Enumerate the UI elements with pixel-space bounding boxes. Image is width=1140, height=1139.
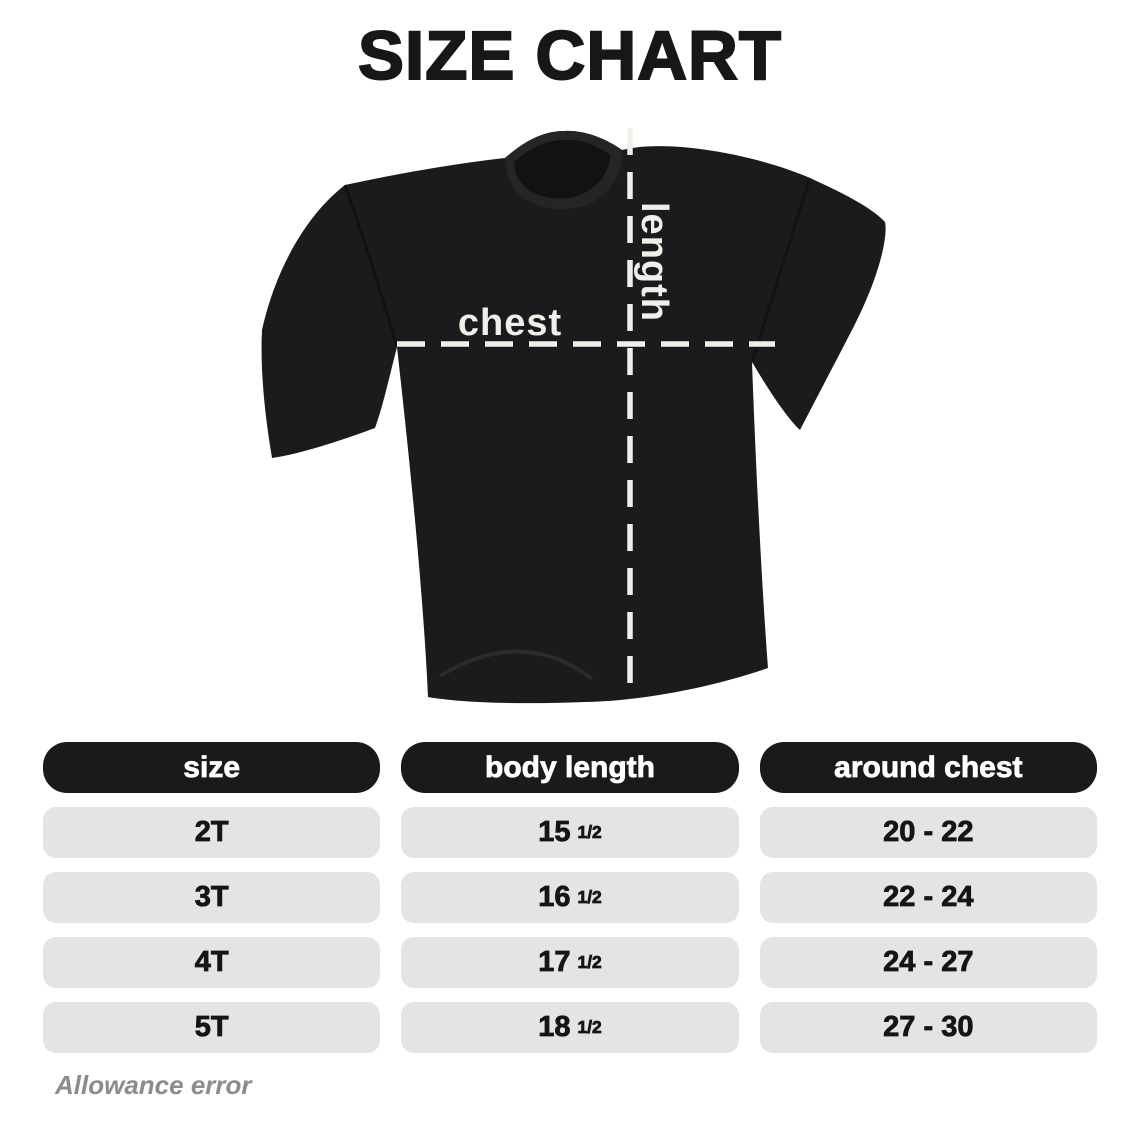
- body-length-fraction: 1/2: [577, 952, 602, 973]
- body-length-fraction: 1/2: [577, 887, 602, 908]
- size-cell: 4T: [43, 937, 381, 988]
- around-chest-cell: 27 - 30: [759, 1002, 1097, 1053]
- body-length-fraction: 1/2: [577, 1017, 602, 1038]
- tshirt-body: [261, 130, 886, 704]
- tshirt-hem-fold: [438, 649, 594, 681]
- size-cell: 2T: [43, 807, 381, 858]
- around-chest-cell: 20 - 22: [759, 807, 1097, 858]
- page-title: SIZE CHART: [357, 16, 782, 95]
- body-length-whole: 18: [538, 1011, 571, 1044]
- column-header-around-chest: around chest: [759, 742, 1097, 793]
- tshirt-graphic: chest length: [261, 128, 886, 704]
- tshirt-left-seam: [343, 184, 399, 348]
- size-cell: 3T: [43, 872, 381, 923]
- column-header-size: size: [43, 742, 381, 793]
- body-length-cell: 16 1/2: [401, 872, 739, 923]
- tshirt-collar-opening: [514, 139, 610, 199]
- around-chest-cell: 24 - 27: [759, 937, 1097, 988]
- body-length-fraction: 1/2: [577, 822, 602, 843]
- length-label: length: [633, 202, 675, 322]
- body-length-cell: 18 1/2: [401, 1002, 739, 1053]
- body-length-cell: 15 1/2: [401, 807, 739, 858]
- column-header-body-length: body length: [401, 742, 739, 793]
- body-length-whole: 16: [538, 881, 571, 914]
- chest-label: chest: [458, 302, 562, 344]
- body-length-cell: 17 1/2: [401, 937, 739, 988]
- tshirt-diagram: chest length: [240, 116, 890, 716]
- body-length-whole: 17: [538, 946, 571, 979]
- size-table: size body length around chest 2T 15 1/2 …: [43, 742, 1097, 1053]
- body-length-whole: 15: [538, 816, 571, 849]
- around-chest-cell: 22 - 24: [759, 872, 1097, 923]
- size-cell: 5T: [43, 1002, 381, 1053]
- allowance-note: Allowance error: [55, 1070, 252, 1100]
